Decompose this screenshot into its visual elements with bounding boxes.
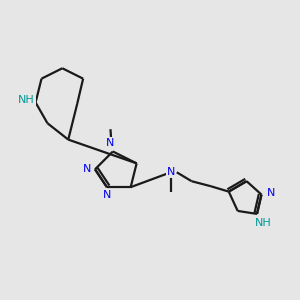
Text: N: N: [267, 188, 275, 198]
Text: N: N: [167, 167, 175, 177]
Text: NH: NH: [255, 218, 271, 228]
Text: NH: NH: [18, 95, 35, 105]
Text: N: N: [103, 190, 112, 200]
Text: N: N: [106, 138, 115, 148]
Text: N: N: [82, 164, 91, 174]
